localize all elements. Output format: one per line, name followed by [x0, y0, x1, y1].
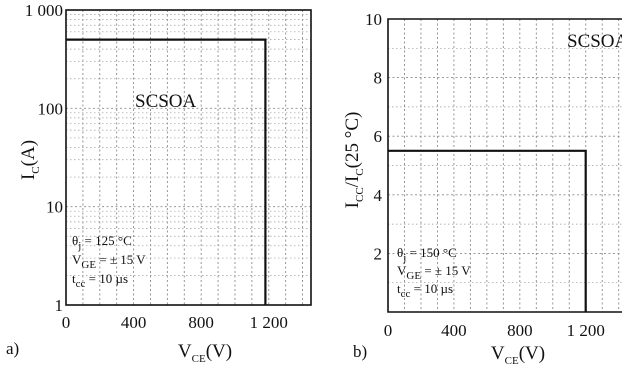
panel-a-frame — [65, 9, 312, 306]
panel-b-grid — [388, 19, 622, 312]
panel-a-tick-labels: 0 400 800 1 200 1 10 100 1 000 — [25, 1, 288, 332]
panel-a-soa-boundary — [66, 38, 267, 305]
panel-b-condition: θj = 150 °C — [397, 245, 457, 264]
panel-b-frame — [387, 18, 622, 313]
panel-b-soa-boundary — [388, 149, 587, 312]
panel-b-y-tick-label: 4 — [374, 186, 383, 205]
panel-a-y-tick-label: 1 — [55, 296, 64, 315]
panel-a-x-tick-label: 0 — [62, 313, 71, 332]
panel-b-condition: tcc = 10 µs — [397, 281, 453, 300]
panel-b-series — [388, 149, 587, 312]
panel-a-y-tick-label: 10 — [46, 198, 63, 217]
panel-b-y-tick-label: 2 — [374, 244, 383, 263]
panel-b-region-label: SCSOA — [567, 31, 622, 52]
panel-b-label: b) — [353, 342, 367, 361]
panel-a-series — [66, 38, 267, 305]
panel-a-region-label: SCSOA — [135, 91, 197, 112]
panel-b-x-tick-label: 800 — [507, 321, 533, 340]
panel-b-tick-labels: 0 400 800 1 200 2 4 6 8 10 — [365, 10, 605, 340]
panel-a-ylabel: IC(A) — [18, 140, 42, 180]
panel-a-y-tick-label: 1 000 — [25, 1, 63, 20]
panel-b-x-tick-label: 1 200 — [567, 321, 605, 340]
panel-a-condition: tcc = 10 µs — [72, 271, 128, 290]
panel-a-label: a) — [6, 339, 19, 358]
panel-b-condition: VGE = ± 15 V — [397, 263, 471, 282]
panel-a-condition: θj = 125 °C — [72, 233, 132, 252]
panel-a-y-tick-label: 100 — [38, 99, 64, 118]
panel-a-x-tick-label: 800 — [188, 313, 214, 332]
panel-b-y-tick-label: 8 — [374, 69, 383, 88]
panel-a-condition: VGE = ± 15 V — [72, 252, 146, 271]
panel-b-y-tick-label: 10 — [365, 10, 382, 29]
panel-b-ylabel: ICC/IC(25 °C) — [342, 112, 366, 209]
panel-a-chart: 0 400 800 1 200 1 10 100 1 000 IC(A) VCE(V) SCS… — [6, 1, 312, 365]
panel-a-x-tick-label: 1 200 — [250, 313, 288, 332]
panel-b-xlabel: VCE(V) — [491, 343, 545, 367]
panel-a-grid — [66, 10, 311, 305]
panel-a-xlabel: VCE(V) — [178, 341, 232, 365]
panel-b-x-tick-label: 0 — [384, 321, 393, 340]
panel-b-y-tick-label: 6 — [374, 127, 383, 146]
panel-a-x-tick-label: 400 — [121, 313, 147, 332]
panel-b-x-tick-label: 400 — [441, 321, 467, 340]
